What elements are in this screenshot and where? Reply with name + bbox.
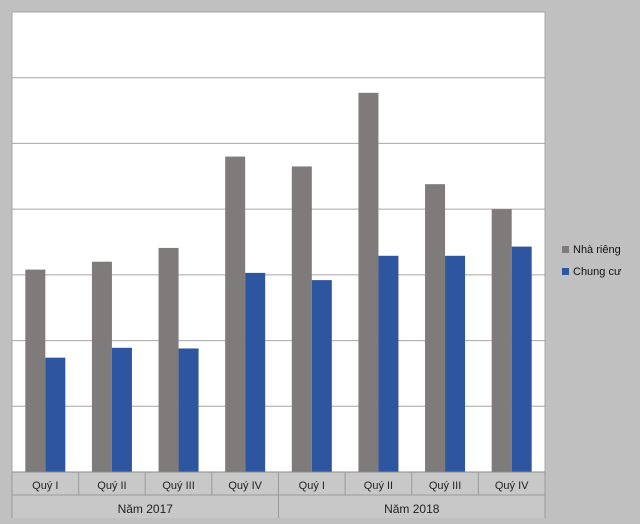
bars	[25, 92, 532, 473]
bar-nha-rieng	[291, 166, 312, 472]
bar-nha-rieng	[491, 209, 512, 472]
group-label: Năm 2017	[118, 502, 174, 516]
bar-chung-cu	[378, 255, 399, 472]
bar-chung-cu	[511, 246, 532, 472]
bar-chung-cu	[245, 272, 266, 472]
tick-label: Quý II	[364, 480, 393, 492]
bar-chung-cu	[445, 255, 466, 472]
legend-label: Nhà riêng	[573, 244, 621, 256]
bar-nha-rieng	[225, 156, 246, 473]
tick-label: Quý III	[429, 480, 461, 492]
bar-nha-rieng	[358, 92, 379, 472]
bar-chung-cu	[311, 280, 332, 472]
tick-label: Quý I	[32, 480, 58, 492]
tick-label: Quý I	[299, 480, 325, 492]
bar-nha-rieng	[91, 261, 112, 472]
bar-nha-rieng	[25, 269, 46, 472]
tick-label: Quý II	[97, 480, 126, 492]
group-label: Năm 2018	[384, 502, 440, 516]
category-axis: Quý I Quý II Quý III Quý IV Quý I Quý II Quý I…	[11, 11, 546, 518]
tick-label: Quý IV	[495, 480, 529, 492]
legend-label: Chung cư	[573, 266, 622, 278]
bar-nha-rieng	[425, 184, 446, 472]
legend: Nhà riêng Chung cư	[562, 244, 622, 278]
bar-chung-cu	[111, 347, 132, 472]
bar-chung-cu	[45, 357, 66, 472]
tick-label: Quý IV	[228, 480, 262, 492]
legend-swatch	[562, 246, 569, 253]
bar-nha-rieng	[158, 247, 179, 472]
legend-swatch	[562, 268, 569, 275]
bar-chung-cu	[178, 348, 199, 472]
tick-label: Quý III	[162, 480, 194, 492]
